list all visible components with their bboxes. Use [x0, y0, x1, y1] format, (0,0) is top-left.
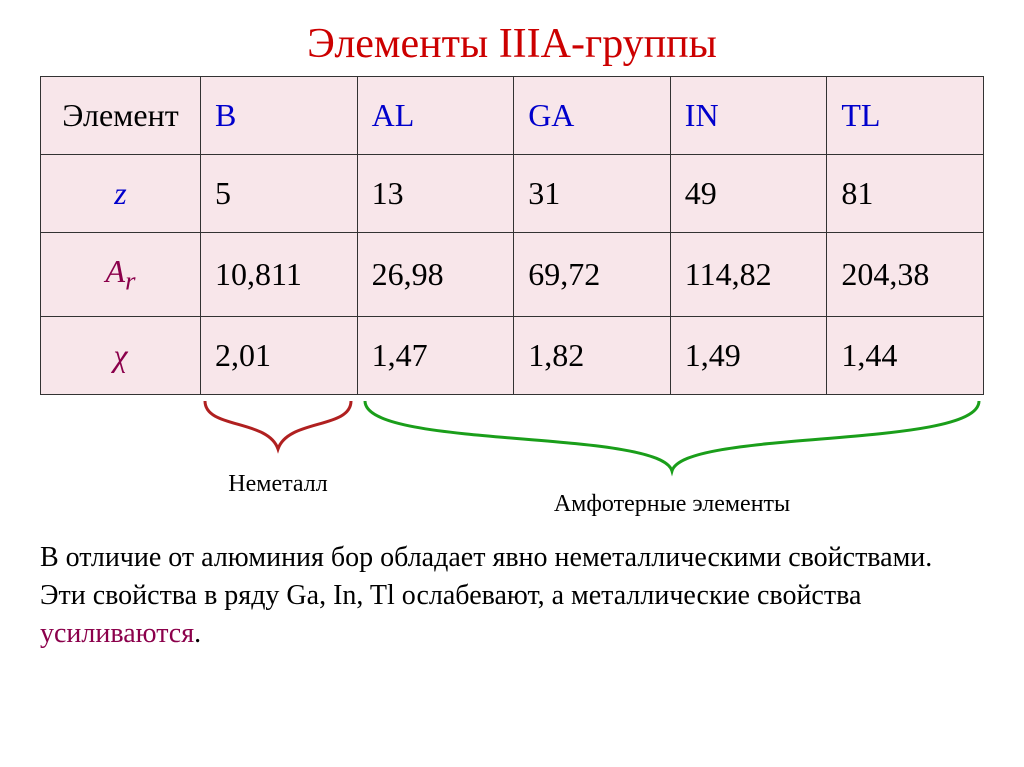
cell-chi-In: 1,49: [670, 317, 827, 395]
header-element: Элемент: [41, 77, 201, 155]
footer-paragraph: В отличие от алюминия бор обладает явно …: [40, 539, 984, 652]
cell-ar-Ga: 69,72: [514, 233, 671, 317]
footer-highlight: усиливаются: [40, 618, 194, 649]
bracket-area: Неметалл Амфотерные элементы: [40, 399, 984, 529]
cell-ar-In: 114,82: [670, 233, 827, 317]
cell-z-Al: 13: [357, 155, 514, 233]
bracket-amphoteric-label: Амфотерные элементы: [360, 491, 984, 518]
bracket-amphoteric-icon: [360, 399, 984, 489]
cell-ar-B: 10,811: [201, 233, 358, 317]
page-title: Элементы IIIА-группы: [40, 20, 984, 68]
cell-chi-Al: 1,47: [357, 317, 514, 395]
cell-chi-B: 2,01: [201, 317, 358, 395]
row-label-ar: Ar: [41, 233, 201, 317]
footer-text-before: В отличие от алюминия бор обладает явно …: [40, 542, 932, 611]
table-row-z: z 5 13 31 49 81: [41, 155, 984, 233]
table-row-header: Элемент B AL GA IN TL: [41, 77, 984, 155]
row-label-chi: χ: [41, 317, 201, 395]
cell-ar-Tl: 204,38: [827, 233, 984, 317]
elements-table: Элемент B AL GA IN TL z 5 13 31 49 81 Ar…: [40, 76, 984, 395]
cell-ar-Al: 26,98: [357, 233, 514, 317]
cell-z-Tl: 81: [827, 155, 984, 233]
header-Al: AL: [357, 77, 514, 155]
cell-z-In: 49: [670, 155, 827, 233]
bracket-nonmetal-icon: [200, 399, 356, 469]
header-Ga: GA: [514, 77, 671, 155]
cell-chi-Ga: 1,82: [514, 317, 671, 395]
table-row-ar: Ar 10,811 26,98 69,72 114,82 204,38: [41, 233, 984, 317]
header-In: IN: [670, 77, 827, 155]
cell-chi-Tl: 1,44: [827, 317, 984, 395]
header-B: B: [201, 77, 358, 155]
header-Tl: TL: [827, 77, 984, 155]
cell-z-B: 5: [201, 155, 358, 233]
footer-text-after: .: [194, 618, 201, 649]
cell-z-Ga: 31: [514, 155, 671, 233]
row-label-z: z: [41, 155, 201, 233]
bracket-nonmetal-label: Неметалл: [200, 471, 356, 498]
table-row-chi: χ 2,01 1,47 1,82 1,49 1,44: [41, 317, 984, 395]
